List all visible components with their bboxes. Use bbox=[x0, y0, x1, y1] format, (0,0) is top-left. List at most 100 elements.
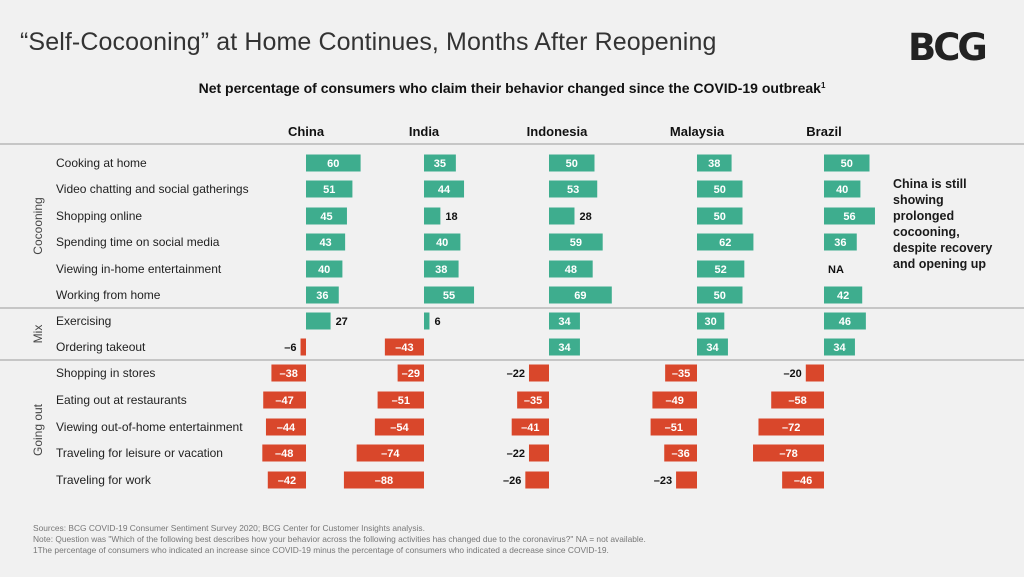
row-label: Eating out at restaurants bbox=[56, 393, 187, 407]
data-label: –58 bbox=[788, 395, 806, 407]
column-header-india: India bbox=[409, 124, 440, 139]
bar bbox=[824, 207, 875, 225]
data-label: –35 bbox=[524, 395, 542, 407]
bar bbox=[306, 154, 361, 172]
bar bbox=[697, 312, 725, 330]
bar bbox=[343, 471, 424, 489]
bar bbox=[758, 418, 824, 436]
row-label: Ordering takeout bbox=[56, 340, 146, 354]
data-label: 30 bbox=[705, 316, 717, 328]
data-label: 45 bbox=[320, 211, 332, 223]
data-label: 43 bbox=[319, 237, 331, 249]
data-label: 50 bbox=[841, 158, 853, 170]
footer: Sources: BCG COVID-19 Consumer Sentiment… bbox=[33, 523, 646, 556]
data-label: 51 bbox=[323, 184, 335, 196]
bar bbox=[753, 444, 824, 462]
data-label: 40 bbox=[318, 264, 330, 276]
data-label: –22 bbox=[507, 368, 525, 380]
bar bbox=[549, 286, 612, 304]
bar bbox=[356, 444, 424, 462]
bar bbox=[549, 260, 593, 278]
bar bbox=[676, 471, 697, 489]
bar bbox=[306, 180, 353, 198]
group-label-0: Cocooning bbox=[31, 197, 45, 254]
footer-sources: Sources: BCG COVID-19 Consumer Sentiment… bbox=[33, 523, 425, 533]
bar bbox=[549, 338, 580, 356]
bar bbox=[424, 233, 461, 251]
data-label: –20 bbox=[783, 368, 801, 380]
footer-footnote: 1The percentage of consumers who indicat… bbox=[33, 545, 609, 555]
row-label: Spending time on social media bbox=[56, 235, 220, 249]
bar bbox=[424, 312, 430, 330]
data-label: 69 bbox=[574, 290, 586, 302]
na-label: NA bbox=[828, 264, 844, 276]
bar bbox=[824, 338, 855, 356]
group-label-1: Mix bbox=[31, 325, 45, 344]
data-label: –51 bbox=[392, 395, 410, 407]
row-label: Cooking at home bbox=[56, 156, 147, 170]
data-label: 34 bbox=[833, 342, 846, 354]
data-label: –78 bbox=[779, 448, 797, 460]
bar bbox=[511, 418, 549, 436]
bar bbox=[697, 233, 754, 251]
data-label: –22 bbox=[507, 448, 525, 460]
bar bbox=[650, 418, 697, 436]
bar bbox=[306, 312, 331, 330]
data-label: 34 bbox=[706, 342, 719, 354]
row-label: Video chatting and social gatherings bbox=[56, 182, 249, 196]
bar bbox=[697, 260, 745, 278]
bar bbox=[424, 154, 456, 172]
bar bbox=[374, 418, 424, 436]
column-header-china: China bbox=[288, 124, 325, 139]
bar bbox=[306, 260, 343, 278]
data-label: –54 bbox=[390, 422, 409, 434]
bar bbox=[697, 338, 728, 356]
data-label: –6 bbox=[284, 342, 296, 354]
bar bbox=[267, 471, 306, 489]
bar bbox=[549, 180, 598, 198]
data-label: –51 bbox=[665, 422, 683, 434]
data-label: 44 bbox=[438, 184, 451, 196]
bar bbox=[824, 180, 861, 198]
bar bbox=[424, 260, 459, 278]
row-label: Shopping in stores bbox=[56, 366, 155, 380]
bar bbox=[525, 471, 549, 489]
data-label: 56 bbox=[843, 211, 855, 223]
subtitle-text: Net percentage of consumers who claim th… bbox=[198, 80, 821, 96]
footer-note: Note: Question was "Which of the followi… bbox=[33, 534, 646, 544]
data-label: 50 bbox=[714, 290, 726, 302]
data-label: –36 bbox=[671, 448, 689, 460]
chart-subtitle: Net percentage of consumers who claim th… bbox=[0, 80, 1024, 96]
bar bbox=[549, 207, 575, 225]
data-label: 18 bbox=[445, 211, 457, 223]
data-label: 60 bbox=[327, 158, 339, 170]
bar bbox=[262, 444, 306, 462]
bar bbox=[271, 364, 306, 382]
bar bbox=[805, 364, 824, 382]
bar bbox=[424, 207, 441, 225]
column-header-malaysia: Malaysia bbox=[670, 124, 725, 139]
footnote-marker: 1 bbox=[820, 81, 826, 90]
data-label: –74 bbox=[381, 448, 400, 460]
row-label: Exercising bbox=[56, 314, 111, 328]
data-label: 50 bbox=[566, 158, 578, 170]
data-label: 53 bbox=[567, 184, 579, 196]
data-label: 34 bbox=[558, 342, 571, 354]
data-label: 38 bbox=[435, 264, 447, 276]
data-label: 50 bbox=[714, 184, 726, 196]
data-label: 36 bbox=[316, 290, 328, 302]
data-label: 50 bbox=[714, 211, 726, 223]
data-label: 35 bbox=[434, 158, 446, 170]
bar bbox=[424, 286, 475, 304]
data-label: 42 bbox=[837, 290, 849, 302]
row-label: Working from home bbox=[56, 288, 161, 302]
row-label: Viewing out-of-home entertainment bbox=[56, 420, 243, 434]
data-label: 34 bbox=[558, 316, 571, 328]
page-title: “Self-Cocooning” at Home Continues, Mont… bbox=[20, 28, 717, 56]
bar bbox=[549, 312, 580, 330]
bar bbox=[306, 233, 346, 251]
data-label: 6 bbox=[434, 316, 440, 328]
data-label: –38 bbox=[280, 368, 298, 380]
data-label: –88 bbox=[375, 475, 393, 487]
